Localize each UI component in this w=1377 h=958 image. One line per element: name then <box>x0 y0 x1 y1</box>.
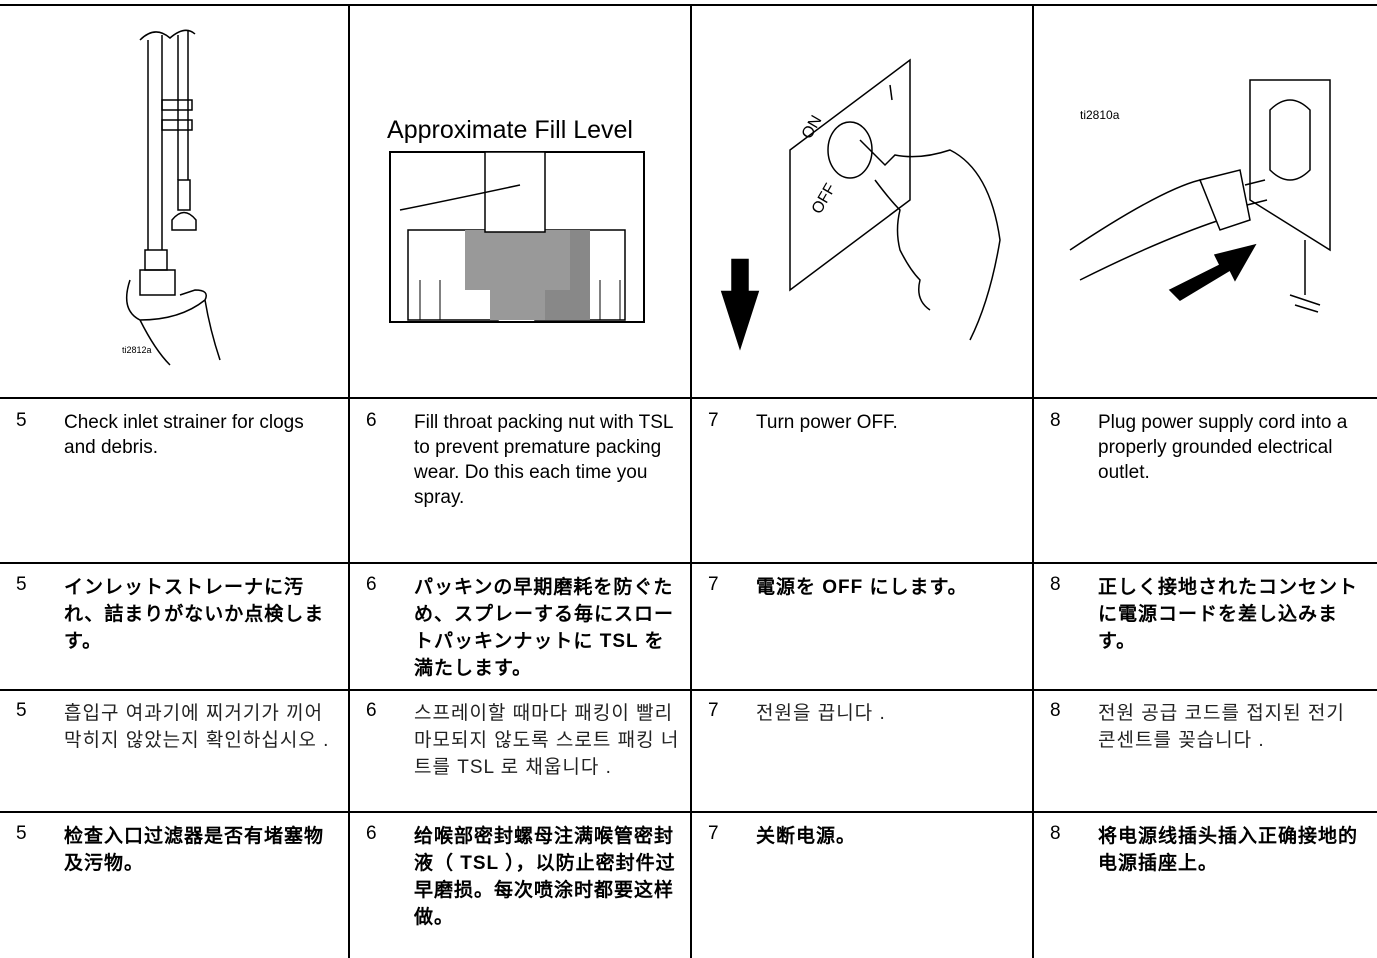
step-text: インレットストレーナに汚れ、詰まりがないか点検します。 <box>64 577 325 652</box>
rule <box>0 4 1377 6</box>
step-number: 8 <box>1050 574 1061 595</box>
rule <box>0 811 1377 813</box>
step-number: 5 <box>16 410 27 431</box>
step-text: Check inlet strainer for clogs and debri… <box>64 412 304 458</box>
step-text: 检查入口过滤器是否有堵塞物及污物。 <box>64 826 325 874</box>
step-number: 6 <box>366 823 377 844</box>
step-text: Fill throat packing nut with TSL to prev… <box>414 412 673 508</box>
step-text: 给喉部密封螺母注满喉管密封液（ TSL ），以防止密封件过早磨损。每次喷涂时都要… <box>414 826 676 928</box>
figure-id: ti2810a <box>1080 108 1120 122</box>
step-text: 关断电源。 <box>756 826 857 847</box>
step-number: 8 <box>1050 823 1061 844</box>
illustration-packing-nut: Approximate Fill Level <box>387 116 645 323</box>
step-number: 7 <box>708 700 719 721</box>
rule <box>690 5 692 958</box>
step-text: 전원 공급 코드를 접지된 전기 콘센트를 꽂습니다 . <box>1098 703 1345 751</box>
step-number: 8 <box>1050 410 1061 431</box>
rule <box>1032 5 1034 958</box>
step-text: 将电源线插头插入正确接地的电源插座上。 <box>1098 826 1359 874</box>
step-text: 電源を OFF にします。 <box>756 577 968 598</box>
illustration-strainer: ti2812a <box>122 29 221 366</box>
step-number: 5 <box>16 823 27 844</box>
step-text: 흡입구 여과기에 찌거기가 끼어 막히지 않았는지 확인하십시오 . <box>64 703 330 751</box>
step-text: Turn power OFF. <box>756 412 898 433</box>
step-number: 6 <box>366 700 377 721</box>
step-number: 5 <box>16 574 27 595</box>
step-text: 전원을 끕니다 . <box>756 703 886 724</box>
step-number: 7 <box>708 410 719 431</box>
step-number: 6 <box>366 410 377 431</box>
rule <box>348 5 350 958</box>
step-number: 7 <box>708 574 719 595</box>
figure-id: ti2812a <box>122 345 152 355</box>
step-text: 스프레이할 때마다 패킹이 빨리 마모되지 않도록 스로트 패킹 너트를 TSL… <box>414 703 680 778</box>
step-text: パッキンの早期磨耗を防ぐため、スプレーする毎にスロートパッキンナットに TSL … <box>414 577 675 679</box>
illustration-switch: ON OFF <box>720 58 1001 351</box>
step-number: 7 <box>708 823 719 844</box>
illustration-plug: ti2810a <box>1069 79 1331 313</box>
rule <box>0 562 1377 564</box>
step-number: 8 <box>1050 700 1061 721</box>
step-text: Plug power supply cord into a properly g… <box>1098 412 1348 483</box>
rule <box>0 397 1377 399</box>
figure-caption: Approximate Fill Level <box>387 116 633 144</box>
step-number: 6 <box>366 574 377 595</box>
rule <box>0 689 1377 691</box>
step-text: 正しく接地されたコンセントに電源コードを差し込みます。 <box>1098 577 1359 652</box>
step-number: 5 <box>16 700 27 721</box>
